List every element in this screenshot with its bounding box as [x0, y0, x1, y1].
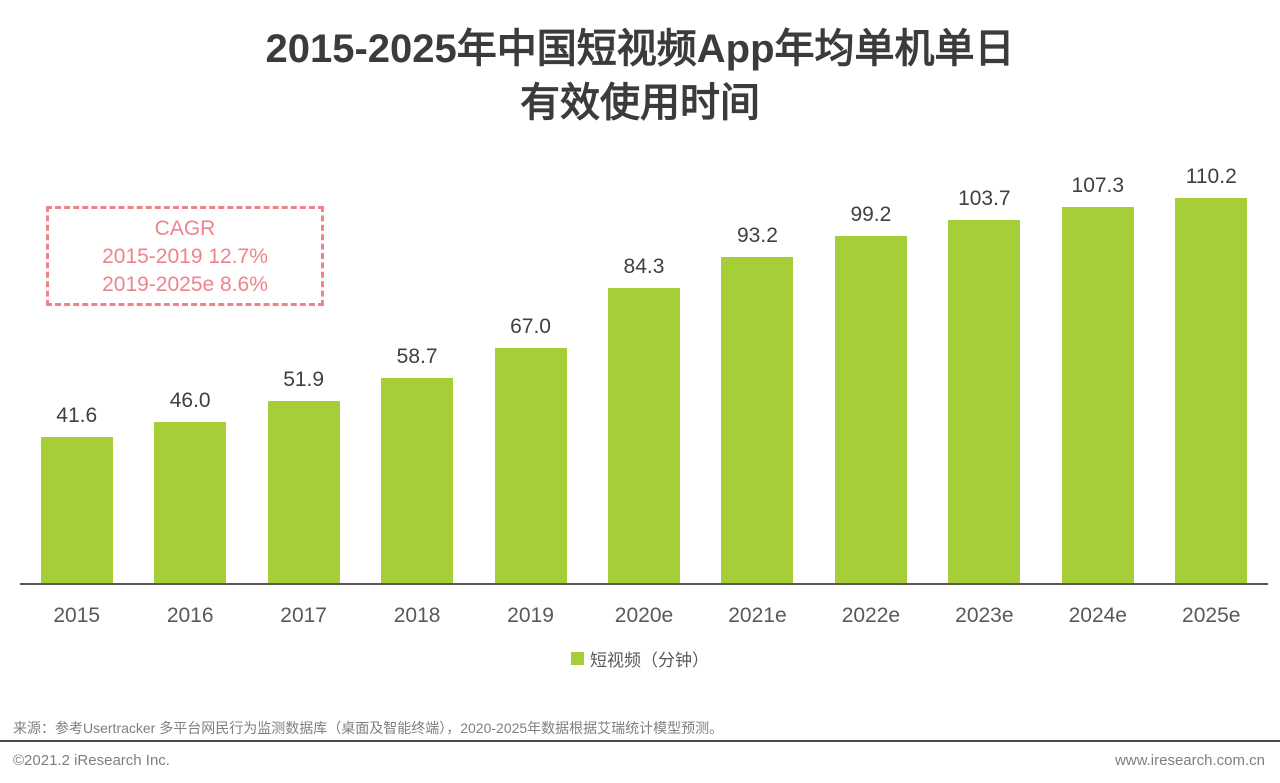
bar-column: 93.2: [701, 165, 814, 583]
bar: [607, 288, 680, 583]
cagr-line2: 2019-2025e 8.6%: [102, 273, 268, 296]
bar-value-label: 41.6: [56, 404, 98, 427]
bar: [721, 257, 794, 583]
bar-column: 58.7: [360, 165, 473, 583]
bar: [1061, 207, 1134, 583]
bar-value-label: 107.3: [1071, 174, 1125, 197]
bar-column: 67.0: [474, 165, 587, 583]
bar: [948, 220, 1021, 583]
legend-swatch-icon: [571, 652, 584, 665]
source-note: 来源：参考Usertracker 多平台网民行为监测数据库（桌面及智能终端），2…: [13, 720, 724, 736]
x-axis-tick-label: 2024e: [1068, 604, 1127, 627]
bar: [834, 236, 907, 583]
bar-value-label: 67.0: [510, 315, 551, 338]
chart-title: 2015-2025年中国短视频App年均单机单日 有效使用时间: [0, 22, 1280, 130]
bar: [1175, 198, 1248, 583]
bar: [267, 401, 340, 583]
cagr-annotation-box: CAGR 2015-2019 12.7% 2019-2025e 8.6%: [46, 206, 324, 306]
bar-value-label: 110.2: [1185, 165, 1237, 188]
footer-row: ©2021.2 iResearch Inc. www.iresearch.com…: [13, 752, 1265, 769]
bar-value-label: 46.0: [169, 389, 211, 412]
bar-column: 46.0: [133, 165, 246, 583]
chart-legend: 短视频（分钟）: [0, 646, 1280, 671]
bar-column: 110.2: [1155, 165, 1268, 583]
bar-column: 103.7: [928, 165, 1041, 583]
chart-title-line1: 2015-2025年中国短视频App年均单机单日: [265, 27, 1015, 71]
bar-value-label: 58.7: [396, 345, 438, 368]
footer-divider: [0, 740, 1280, 742]
bar: [154, 422, 227, 583]
chart-title-line2: 有效使用时间: [520, 81, 760, 125]
bar: [381, 378, 454, 583]
bar: [40, 437, 113, 583]
bar: [494, 348, 567, 583]
bar-value-label: 103.7: [958, 187, 1011, 210]
bar-value-label: 51.9: [283, 368, 325, 391]
x-axis-tick-label: 2019: [507, 604, 554, 627]
x-axis-tick-label: 2022e: [841, 604, 901, 627]
bar-column: 51.9: [247, 165, 360, 583]
x-axis-tick-label: 2015: [53, 604, 101, 627]
x-axis-tick-label: 2020e: [614, 604, 674, 627]
legend-label: 短视频（分钟）: [590, 651, 709, 670]
x-axis-tick-label: 2021e: [728, 604, 787, 627]
bar-column: 107.3: [1041, 165, 1154, 583]
website-text: www.iresearch.com.cn: [1114, 752, 1265, 769]
bar-column: 99.2: [814, 165, 927, 583]
x-axis-tick-label: 2016: [166, 604, 214, 627]
bar-value-label: 99.2: [850, 203, 892, 226]
x-axis-tick-label: 2017: [280, 604, 327, 627]
x-axis-labels: 2015 2016 2017 2018 2019 2020e 2021e 2022e 2023e…: [20, 604, 1268, 628]
cagr-line1: 2015-2019 12.7%: [102, 245, 268, 268]
x-axis-tick-label: 2023e: [955, 604, 1014, 627]
bar-column: 84.3: [587, 165, 700, 583]
cagr-title: CAGR: [154, 217, 216, 240]
bar-value-label: 84.3: [623, 255, 665, 278]
bar-chart: 41.6 46.0 51.9 58.7 67.0 84.3 93.2 99.2 103.7 107…: [20, 165, 1268, 585]
bar-column: 41.6: [20, 165, 133, 583]
x-axis-tick-label: 2025e: [1182, 604, 1241, 627]
copyright-text: ©2021.2 iResearch Inc.: [13, 752, 170, 769]
bar-value-label: 93.2: [737, 224, 778, 247]
x-axis-tick-label: 2018: [393, 604, 441, 627]
